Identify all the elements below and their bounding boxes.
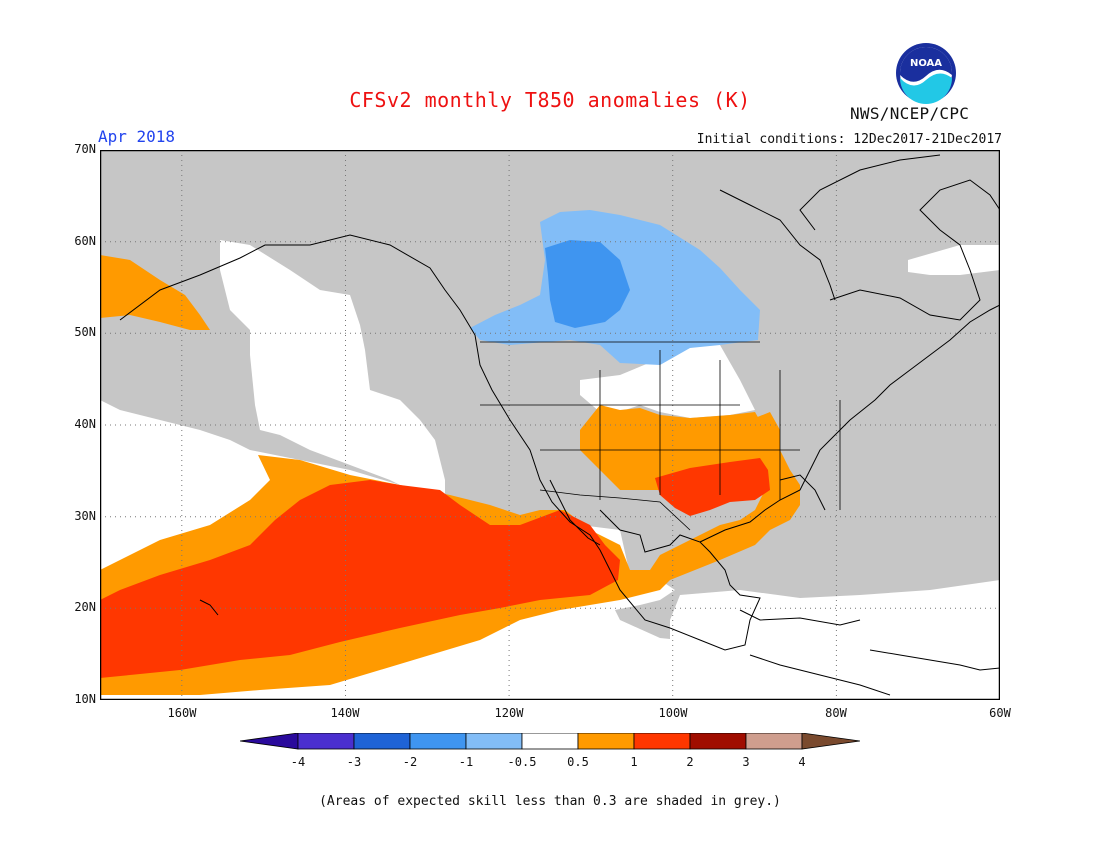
footnote: (Areas of expected skill less than 0.3 a…: [319, 794, 781, 809]
lat-label-50n: 50N: [74, 325, 96, 339]
colorbar-bin-1-2: [633, 733, 691, 750]
colorbar-max-arrow: [801, 733, 860, 750]
colorbar-label: 0.5: [567, 755, 589, 769]
colorbar-label: 1: [630, 755, 638, 769]
colorbar-label: -2: [402, 755, 418, 769]
lat-label-20n: 20N: [74, 600, 96, 614]
forecast-month: Apr 2018: [98, 127, 176, 146]
noaa-logo: NOAA: [896, 43, 956, 104]
colorbar: [240, 733, 860, 750]
lon-label-140w: 140W: [330, 706, 360, 720]
colorbar-bin-3-4: [745, 733, 803, 750]
anomaly-map: [100, 150, 1000, 700]
white-central-us: [580, 340, 755, 418]
map-frame: [100, 150, 1000, 700]
red-south-central-us: [655, 458, 770, 516]
agency-label: NWS/NCEP/CPC: [850, 104, 970, 123]
colorbar-label: -4: [290, 755, 306, 769]
lat-label-30n: 30N: [74, 509, 96, 523]
initial-conditions: Initial conditions: 12Dec2017-21Dec2017: [696, 132, 1002, 147]
political-borders: [480, 341, 841, 531]
map-title: CFSv2 monthly T850 anomalies (K): [349, 88, 751, 112]
logo-text: NOAA: [910, 58, 942, 69]
colorbar-bin-minus3-minus2: [353, 733, 411, 750]
lon-label-60w: 60W: [989, 706, 1011, 720]
colorbar-bin-05-1: [577, 733, 635, 750]
white-labrador: [908, 245, 1000, 275]
white-northwest-pacific: [220, 240, 445, 505]
colorbar-min-arrow: [240, 733, 299, 750]
colorbar-label: 3: [742, 755, 750, 769]
lat-label-10n: 10N: [74, 692, 96, 706]
red-east-pacific: [100, 480, 620, 678]
colorbar-bin-2-3: [689, 733, 747, 750]
lon-label-160w: 160W: [167, 706, 197, 720]
colorbar-label: 2: [686, 755, 694, 769]
white-far-south: [670, 580, 1000, 700]
colorbar-bin-minus1-minus05: [465, 733, 523, 750]
colorbar-label: -3: [346, 755, 362, 769]
lon-label-120w: 120W: [494, 706, 524, 720]
colorbar-label: 4: [798, 755, 806, 769]
colorbar-label: -0.5: [507, 755, 537, 769]
blue-medium-canada: [545, 240, 630, 328]
graticule: [100, 150, 1000, 700]
colorbar-label: -1: [458, 755, 474, 769]
coastlines: [119, 154, 1000, 696]
orange-gulf-alaska: [100, 255, 210, 330]
colorbar-bin-minus2-minus1: [409, 733, 467, 750]
lat-label-60n: 60N: [74, 234, 96, 248]
colorbar-bin-neutral: [521, 733, 579, 750]
lat-label-40n: 40N: [74, 417, 96, 431]
colorbar-bin-minus4-minus3: [297, 733, 355, 750]
lon-label-100w: 100W: [658, 706, 688, 720]
lat-label-70n: 70N: [74, 142, 96, 156]
lon-label-80w: 80W: [825, 706, 847, 720]
